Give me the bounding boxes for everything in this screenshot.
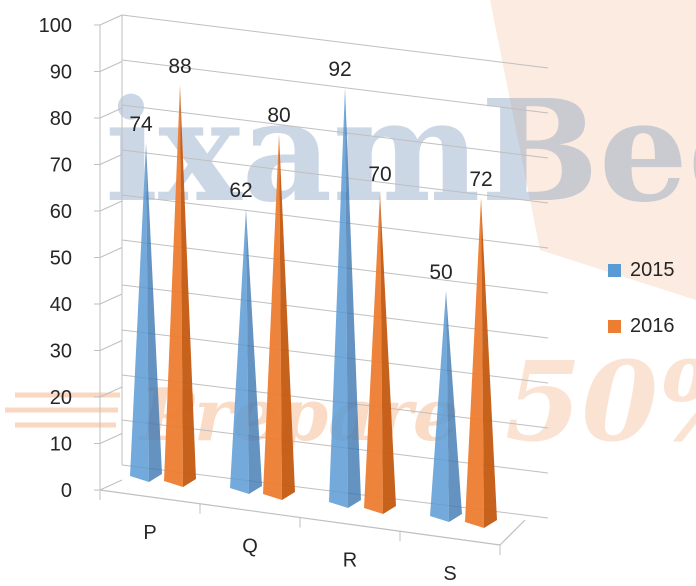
cone-2015-Q-light	[230, 209, 249, 494]
gridline-side-80	[99, 107, 123, 119]
gridline-back-80	[121, 104, 549, 159]
y-tick-label: 40	[50, 294, 72, 316]
cones-layer	[130, 85, 497, 528]
watermark-speed-lines	[5, 392, 120, 428]
cone-2015-P-light	[130, 143, 149, 482]
y-tick-label: 90	[50, 62, 72, 84]
cone-2015-R-dark	[345, 88, 361, 508]
x-tick-label: S	[443, 563, 456, 585]
cone-2016-R-dark	[380, 193, 396, 514]
gridline-side-70	[99, 154, 123, 165]
gridline-side-40	[99, 293, 123, 305]
legend-swatch-2015	[608, 264, 621, 277]
cone-2016-S-dark	[481, 198, 497, 528]
gridline-side-20	[99, 386, 123, 398]
gridline-side-10	[99, 433, 123, 444]
gridline-side-60	[99, 200, 123, 212]
cone-2016-P-light	[164, 85, 183, 487]
gridline-back-100	[121, 14, 549, 69]
data-label-2016-Q: 80	[267, 104, 290, 127]
data-label-2016-R: 70	[368, 163, 391, 186]
legend: 2015 2016	[608, 259, 675, 337]
y-tick-label: 60	[50, 201, 72, 223]
legend-label-2015: 2015	[630, 259, 675, 281]
data-label-2015-P: 74	[129, 113, 153, 136]
cone-2016-R-light	[364, 193, 383, 514]
gridline-back-70	[121, 149, 549, 204]
cone-2016-P-dark	[180, 85, 196, 487]
x-tick-label: P	[143, 522, 156, 544]
cone-2015-S-dark	[446, 291, 462, 522]
labels-layer: 74 62 92 50 88 80 70 72	[129, 55, 492, 284]
legend-swatch-2016	[608, 320, 621, 333]
data-label-2015-Q: 62	[229, 179, 252, 202]
cone-2016-Q-light	[263, 134, 282, 500]
cone-2016-S-light	[465, 198, 484, 528]
y-tick-label: 100	[39, 15, 72, 37]
legend-label-2016: 2016	[630, 315, 675, 337]
y-tick-label: 70	[50, 155, 72, 177]
cone-2015-P-dark	[146, 143, 162, 482]
y-tick-label: 20	[50, 387, 72, 409]
data-label-2015-S: 50	[429, 261, 452, 284]
y-tick-label: 80	[50, 108, 72, 130]
x-tick-label: Q	[242, 536, 258, 558]
gridline-back-60	[121, 194, 549, 249]
y-tick-label: 30	[50, 341, 72, 363]
x-tick-label: R	[343, 549, 357, 571]
gridline-side-100	[99, 14, 123, 26]
gridline-back-90	[121, 59, 549, 114]
cone-2015-R-light	[329, 88, 348, 508]
gridline-side-90	[99, 61, 123, 72]
gridline-side-30	[99, 340, 123, 351]
watermark-number: 50%	[505, 337, 696, 466]
cone-2016-Q-dark	[279, 134, 295, 500]
cone-2015-S-light	[430, 291, 449, 522]
y-tick-label: 10	[50, 434, 72, 456]
data-label-2016-P: 88	[168, 55, 191, 78]
data-label-2016-S: 72	[469, 168, 492, 191]
x-axis-right-edge	[499, 519, 526, 546]
gridline-side-50	[99, 247, 123, 258]
axis-layer: 0 10 20 30 40 50 60 70 80 90 100 P Q R S	[39, 15, 526, 585]
watermark-orange-shape	[490, 0, 696, 300]
y-tick-label: 0	[61, 480, 72, 502]
y-tick-label: 50	[50, 248, 72, 270]
cone-2015-Q-dark	[246, 209, 262, 494]
data-label-2015-R: 92	[328, 58, 351, 81]
watermark-brand: ixamBee	[105, 70, 696, 234]
gridline-side-0	[99, 479, 123, 491]
